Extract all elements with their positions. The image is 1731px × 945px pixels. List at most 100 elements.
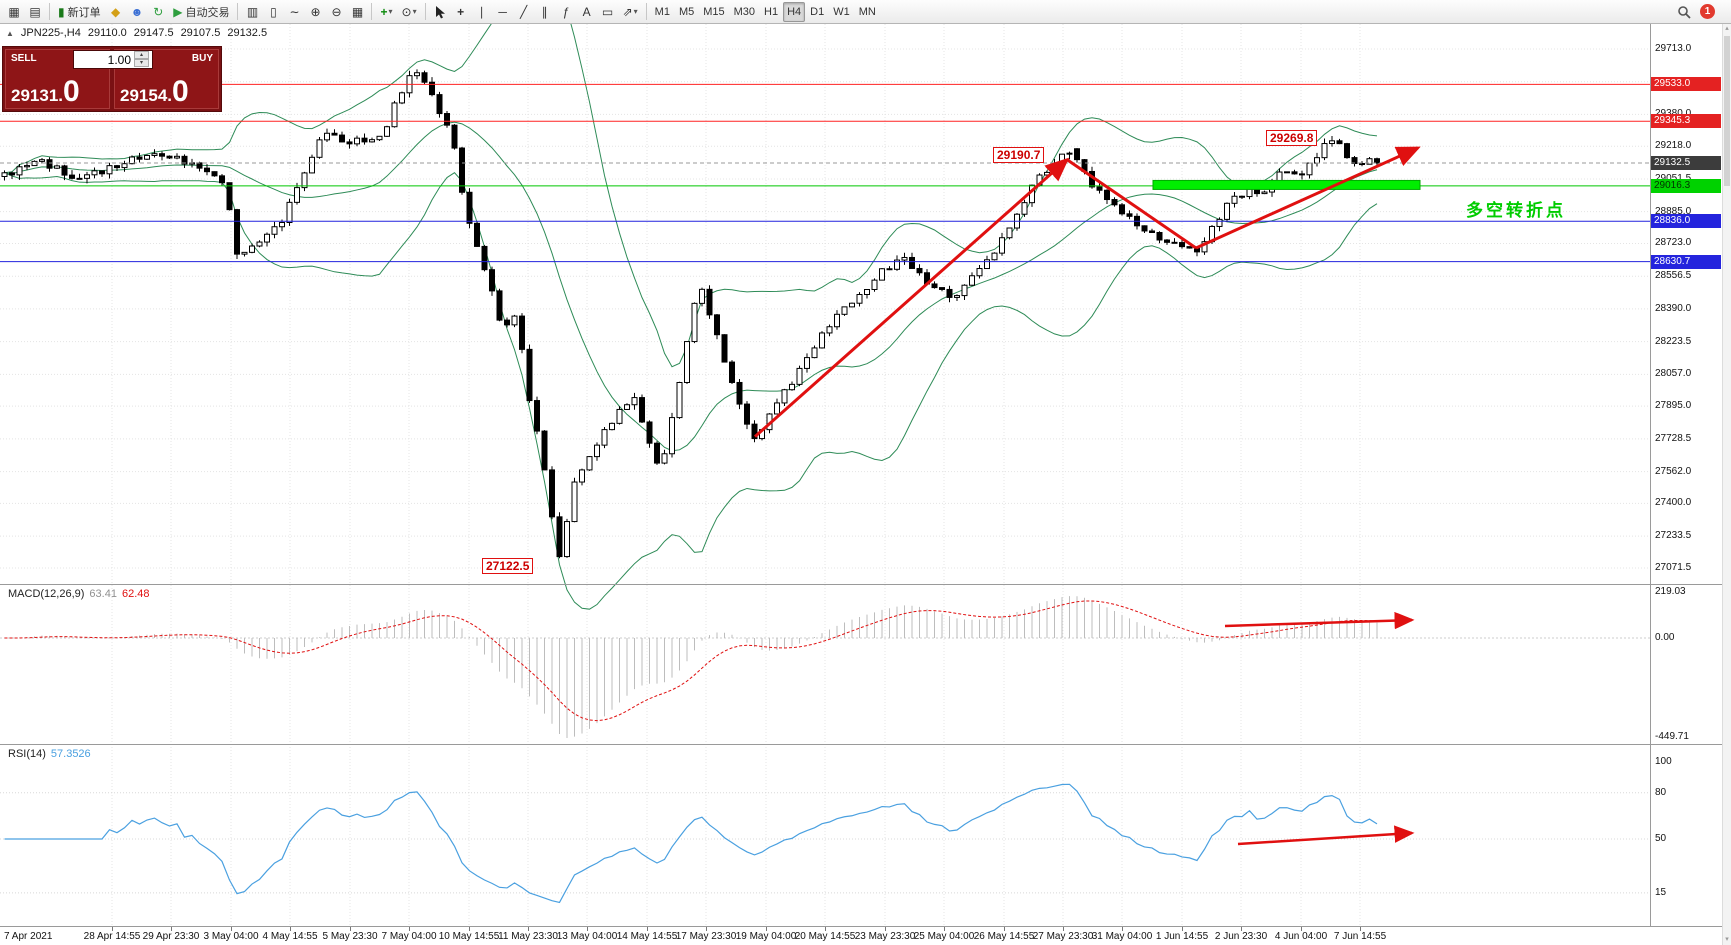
time-axis-tick [290, 927, 291, 931]
profiles-window-button[interactable]: ▤ [25, 2, 45, 22]
label-tool-button[interactable]: ▭ [598, 2, 618, 22]
favorites-button[interactable]: ◆ [106, 2, 126, 22]
timeframe-m30-button[interactable]: M30 [730, 2, 759, 22]
line-chart-icon: ∼ [289, 4, 300, 19]
indicators-plus-icon: + [380, 4, 388, 19]
price-axis-label: 27233.5 [1655, 530, 1692, 542]
vertical-line-tool-button[interactable]: ∣ [472, 2, 492, 22]
time-axis-tick [766, 927, 767, 931]
time-axis-label: 14 May 14:55 [616, 931, 678, 942]
time-axis-label: 19 May 04:00 [735, 931, 797, 942]
search-button[interactable] [1673, 2, 1695, 22]
period-button[interactable]: ⊙ ▾ [398, 2, 421, 22]
rsi-value: 57.3526 [50, 748, 91, 760]
price-axis-label: 28556.5 [1655, 270, 1692, 282]
time-axis-label: 25 May 04:00 [913, 931, 975, 942]
rsi-axis-label: 100 [1655, 756, 1672, 767]
time-axis-label: 11 May 23:30 [498, 931, 558, 942]
time-axis-tick [587, 927, 588, 931]
timeframe-d1-button[interactable]: D1 [806, 2, 828, 22]
scroll-down-icon[interactable]: ▾ [1725, 936, 1729, 943]
price-axis-label: 29713.0 [1655, 42, 1692, 54]
volume-up-button[interactable]: ▴ [134, 51, 149, 59]
price-axis-label: 29380.0 [1655, 108, 1691, 119]
accounts-icon: ☻ [130, 4, 144, 19]
zoom-out-button[interactable]: ⊖ [326, 2, 346, 22]
vertical-scrollbar[interactable]: ▴ ▾ [1722, 24, 1731, 945]
refresh-icon: ↻ [153, 4, 164, 19]
time-axis-label: 17 May 23:30 [675, 931, 737, 942]
toolbar-separator [371, 3, 373, 20]
timeframe-h4-button[interactable]: H4 [783, 1, 806, 22]
ohlc-open: 29110.0 [87, 27, 127, 39]
chart-canvas[interactable] [0, 24, 1731, 927]
auto-trading-play-icon: ▶ [173, 4, 183, 19]
time-axis-label: 3 May 04:00 [203, 931, 259, 942]
timeframe-h1-button[interactable]: H1 [760, 2, 782, 22]
time-axis-label: 4 Jun 04:00 [1274, 931, 1328, 942]
fibonacci-tool-button[interactable]: ƒ [556, 2, 576, 22]
timeframe-group: M1 M5 M15 M30 H1 H4 D1 W1 MN [651, 1, 880, 22]
time-axis-label: 20 May 14:55 [794, 931, 856, 942]
volume-input[interactable] [74, 51, 134, 68]
rsi-axis-label: 80 [1655, 786, 1667, 798]
cursor-tool-button[interactable] [430, 2, 450, 22]
fibonacci-icon: ƒ [562, 4, 569, 19]
macd-axis-label: 219.03 [1655, 586, 1686, 597]
rsi-indicator-label: RSI(14) 57.3526 [8, 748, 91, 760]
ohlc-high: 29147.5 [133, 27, 174, 39]
price-line-badge: 28630.7 [1651, 254, 1721, 269]
new-order-button[interactable]: ▮ 新订单 [54, 2, 105, 22]
arrow-tool-icon: ⇗ [622, 4, 633, 19]
volume-spinner: ▴ ▾ [134, 51, 149, 68]
horizontal-line-tool-button[interactable]: ─ [493, 2, 513, 22]
timeframe-w1-button[interactable]: W1 [829, 2, 854, 22]
price-axis-label: 27562.0 [1655, 465, 1692, 477]
auto-trading-button[interactable]: ▶ 自动交易 [169, 2, 233, 22]
zoom-in-icon: ⊕ [310, 4, 321, 19]
timeframe-mn-button[interactable]: MN [855, 2, 880, 22]
tile-windows-button[interactable]: ▦ [347, 2, 367, 22]
crosshair-tool-button[interactable]: + [451, 2, 471, 22]
time-axis-tick [885, 927, 886, 931]
time-axis-label: 31 May 04:00 [1091, 931, 1153, 942]
text-tool-button[interactable]: A [577, 2, 597, 22]
notification-badge[interactable]: 1 [1700, 4, 1715, 19]
charts-window-button[interactable]: ▦ [4, 2, 24, 22]
vertical-line-icon: ∣ [478, 4, 485, 19]
refresh-button[interactable]: ↻ [148, 2, 168, 22]
timeframe-m15-button[interactable]: M15 [699, 2, 728, 22]
arrows-tool-button[interactable]: ⇗ ▾ [619, 2, 642, 22]
time-axis-tick [944, 927, 945, 931]
macd-main-value: 63.41 [89, 588, 117, 600]
new-order-icon: ▮ [58, 4, 65, 19]
timeframe-m1-button[interactable]: M1 [651, 2, 674, 22]
accounts-button[interactable]: ☻ [127, 2, 148, 22]
bar-chart-button[interactable]: ▥ [242, 2, 262, 22]
toolbar: ▦ ▤ ▮ 新订单 ◆ ☻ ↻ ▶ 自动交易 ▥ ▯ ∼ ⊕ ⊖ ▦ + ▾ ⊙ ▾… [0, 0, 1731, 24]
time-axis-label: 7 Jun 14:55 [1333, 931, 1387, 942]
bar-chart-icon: ▥ [246, 4, 259, 19]
indicators-button[interactable]: + ▾ [376, 2, 396, 22]
candlestick-chart-button[interactable]: ▯ [263, 2, 283, 22]
line-chart-button[interactable]: ∼ [284, 2, 304, 22]
scroll-up-icon[interactable]: ▴ [1725, 25, 1729, 32]
price-axis-label: 28223.5 [1655, 335, 1692, 347]
toolbar-separator [645, 3, 647, 20]
channel-tool-button[interactable]: ∥ [535, 2, 555, 22]
symbol-title: JPN225-,H4 [20, 27, 81, 39]
auto-trading-label: 自动交易 [185, 6, 230, 19]
macd-axis-label: 0.00 [1655, 632, 1675, 643]
price-axis-label: 27895.0 [1655, 400, 1692, 412]
zoom-in-button[interactable]: ⊕ [305, 2, 325, 22]
tile-windows-icon: ▦ [351, 4, 364, 19]
volume-down-button[interactable]: ▾ [134, 59, 149, 67]
label-tool-icon: ▭ [601, 4, 614, 19]
timeframe-m5-button[interactable]: M5 [675, 2, 698, 22]
time-axis-tick [1122, 927, 1123, 931]
time-axis-tick [825, 927, 826, 931]
scrollbar-thumb[interactable] [1724, 36, 1730, 186]
trendline-tool-button[interactable]: ╱ [514, 2, 534, 22]
time-axis-label: 4 May 14:55 [262, 931, 318, 942]
